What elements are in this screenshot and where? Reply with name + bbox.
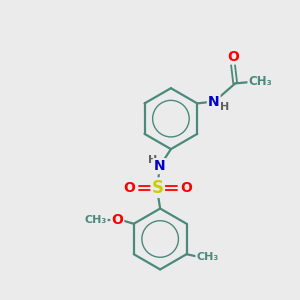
Text: H: H [148,155,158,165]
Text: O: O [181,181,192,195]
Text: O: O [227,50,239,64]
Text: CH₃: CH₃ [84,215,107,225]
Text: H: H [220,102,230,112]
Text: O: O [123,181,135,195]
Text: N: N [208,95,220,109]
Text: S: S [152,178,164,196]
Text: N: N [154,159,165,173]
Text: CH₃: CH₃ [196,252,219,262]
Text: CH₃: CH₃ [248,75,272,88]
Text: O: O [111,213,123,227]
